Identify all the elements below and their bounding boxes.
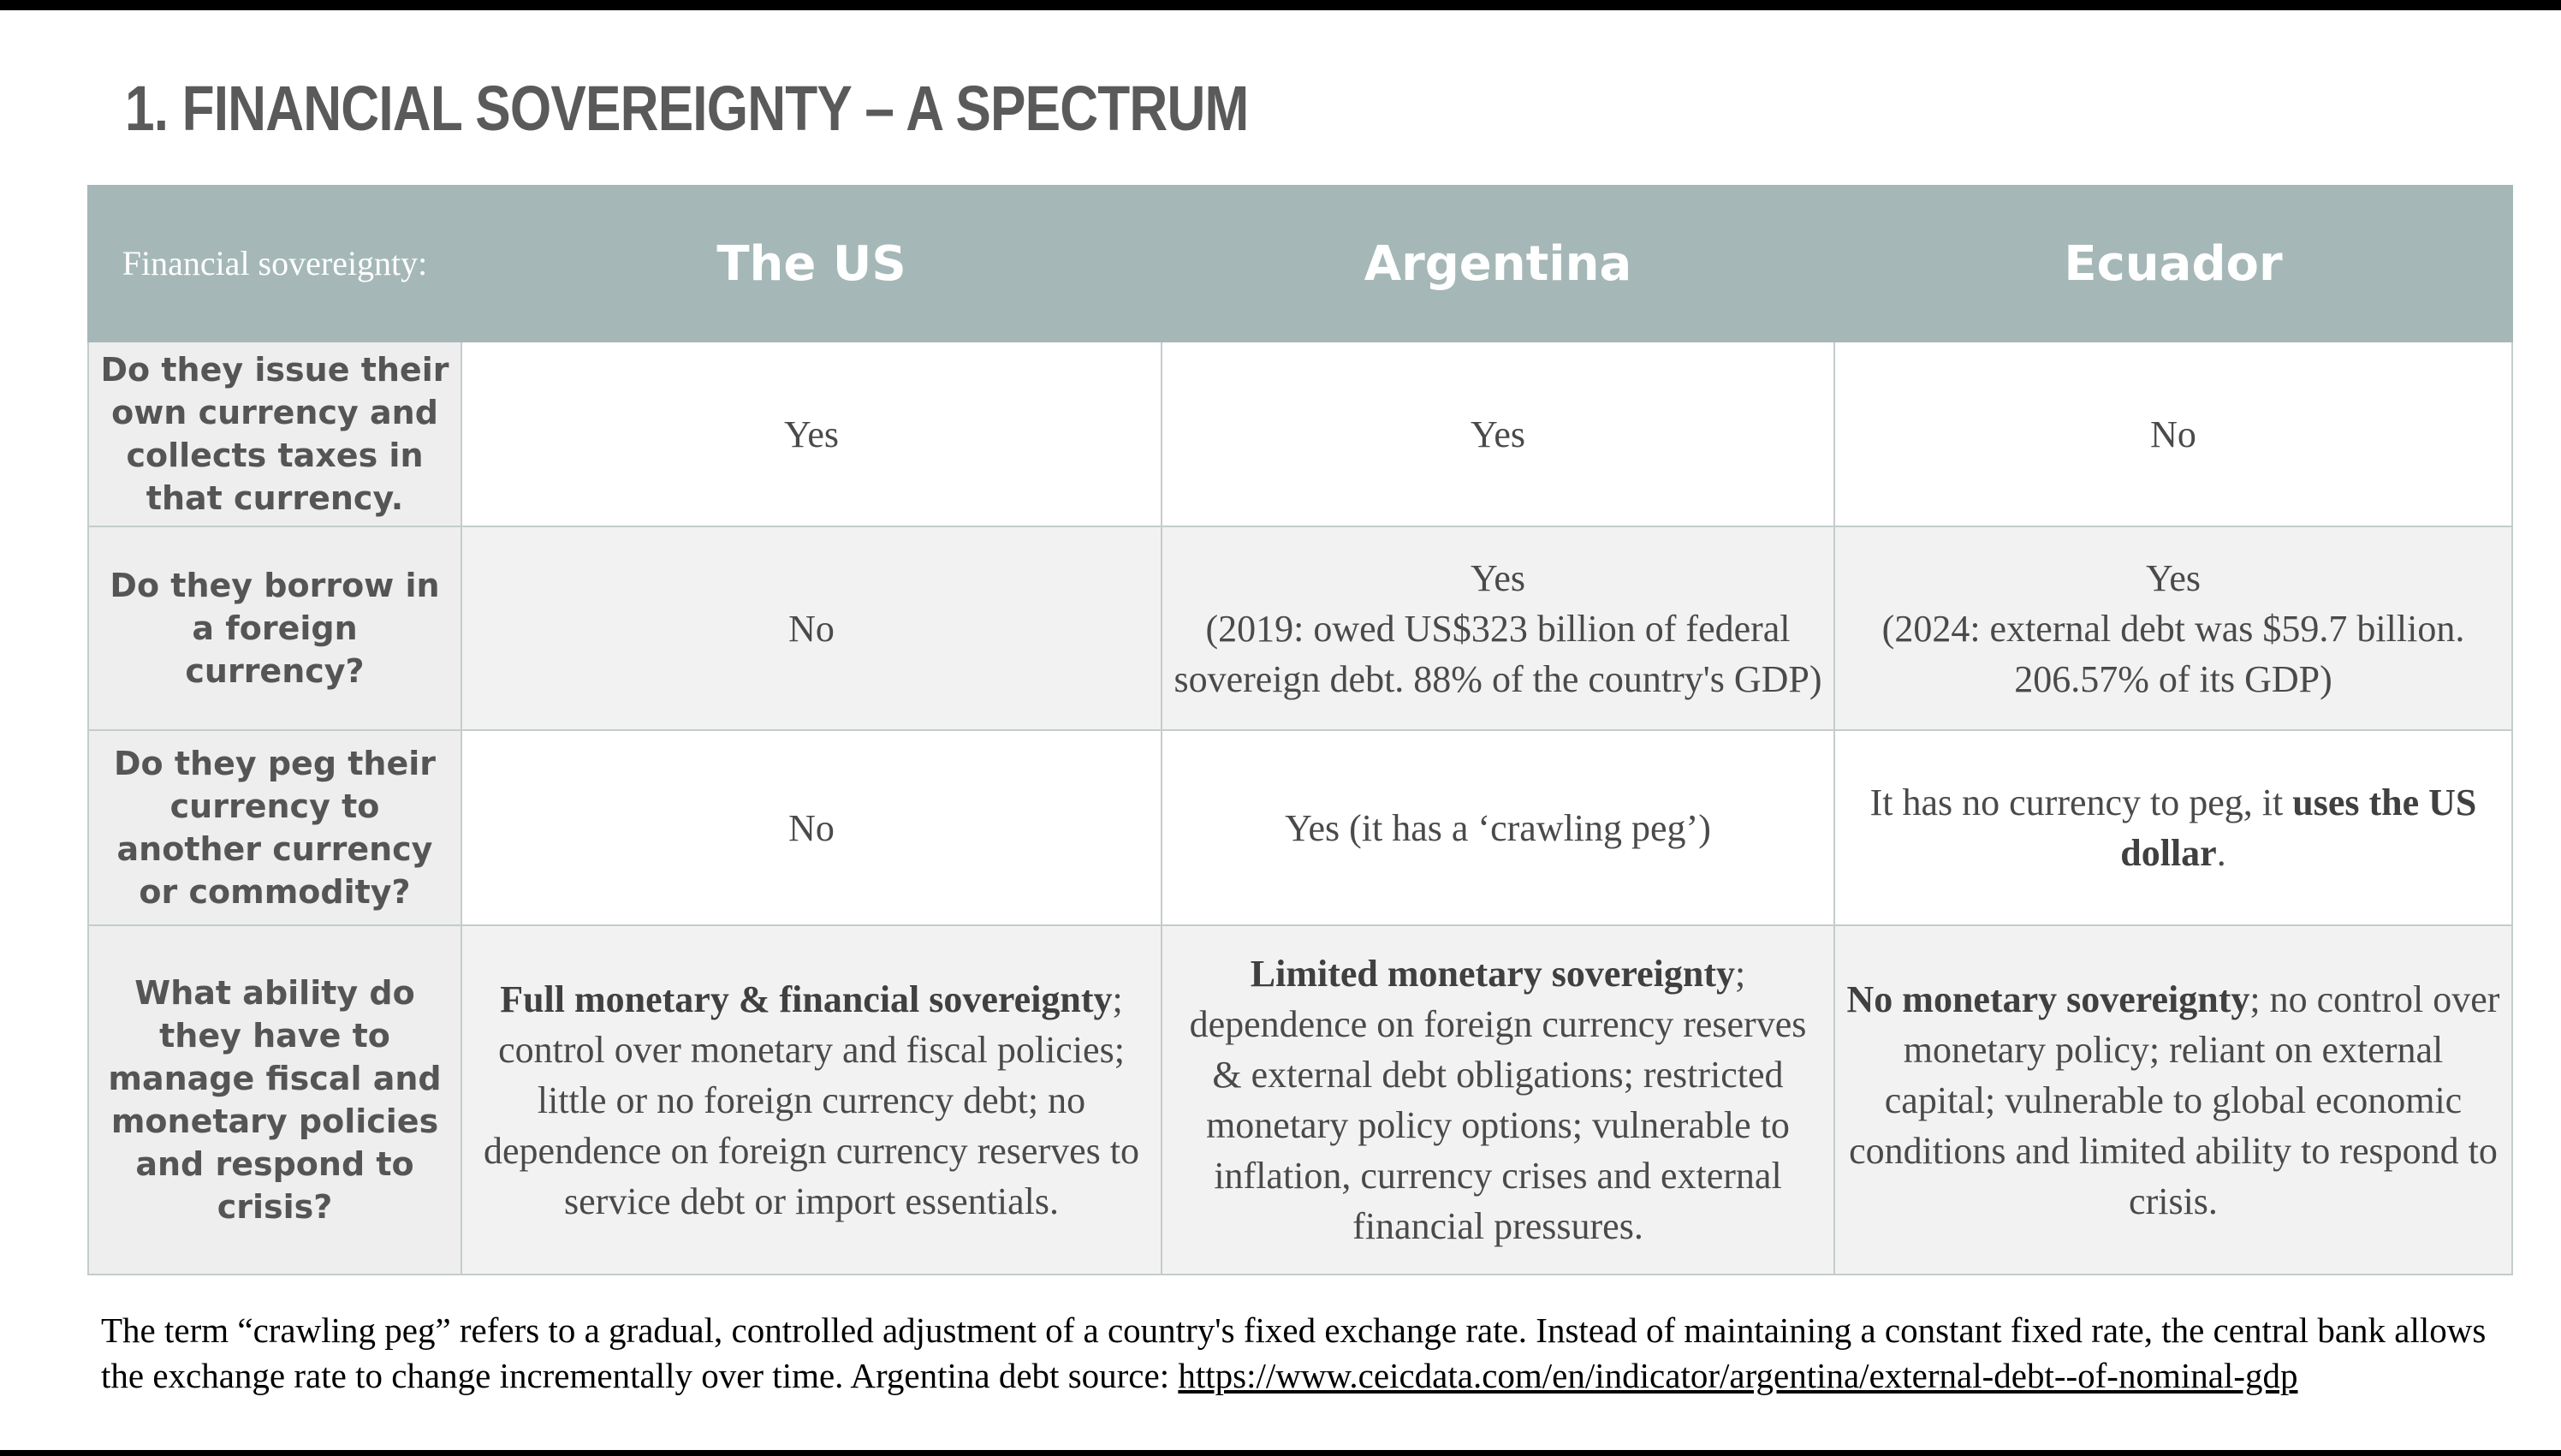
cell-argentina: Yes (2019: owed US$323 billion of federa… bbox=[1161, 526, 1835, 731]
cell-text: It has no currency to peg, it bbox=[1869, 781, 2293, 823]
source-link[interactable]: https://www.ceicdata.com/en/indicator/ar… bbox=[1178, 1356, 2298, 1395]
cell-us: No bbox=[461, 526, 1162, 731]
cell-us: Full monetary & financial sovereignty; c… bbox=[461, 924, 1162, 1275]
sovereignty-table: Financial sovereignty: The US Argentina … bbox=[87, 185, 2513, 1275]
row-question: Do they issue their own currency and col… bbox=[87, 341, 462, 527]
column-header-argentina: Argentina bbox=[1161, 185, 1835, 342]
row-question: Do they borrow in a foreign currency? bbox=[87, 526, 462, 731]
cell-bold-text: uses the US dollar bbox=[2120, 781, 2477, 874]
cell-ecuador: No bbox=[1833, 341, 2513, 527]
cell-ecuador: It has no currency to peg, it uses the U… bbox=[1833, 729, 2513, 926]
cell-ecuador: Yes (2024: external debt was $59.7 billi… bbox=[1833, 526, 2513, 731]
cell-us: No bbox=[461, 729, 1162, 926]
footnote: The term “crawling peg” refers to a grad… bbox=[101, 1308, 2489, 1399]
cell-bold-text: Full monetary & financial sovereignty bbox=[500, 978, 1113, 1020]
cell-text: ; control over monetary and fiscal polic… bbox=[484, 978, 1139, 1222]
cell-text: ; dependence on foreign currency reserve… bbox=[1189, 953, 1807, 1247]
column-header-ecuador: Ecuador bbox=[1833, 185, 2513, 342]
row-question: Do they peg their currency to another cu… bbox=[87, 729, 462, 926]
table-row: Do they borrow in a foreign currency? No… bbox=[87, 526, 2513, 731]
corner-label: Financial sovereignty: bbox=[87, 185, 462, 342]
cell-argentina: Limited monetary sovereignty; dependence… bbox=[1161, 924, 1835, 1275]
table-row: What ability do they have to manage fisc… bbox=[87, 924, 2513, 1275]
cell-text-end: . bbox=[2216, 832, 2226, 874]
cell-bold-text: No monetary sovereignty bbox=[1846, 978, 2250, 1020]
column-header-us: The US bbox=[461, 185, 1162, 342]
cell-ecuador: No monetary sovereignty; no control over… bbox=[1833, 924, 2513, 1275]
table-row: Do they peg their currency to another cu… bbox=[87, 729, 2513, 926]
footnote-text: The term “crawling peg” refers to a grad… bbox=[101, 1310, 2487, 1395]
cell-bold-text: Limited monetary sovereignty bbox=[1250, 953, 1735, 995]
row-question: What ability do they have to manage fisc… bbox=[87, 924, 462, 1275]
cell-text: ; no control over monetary policy; relia… bbox=[1849, 978, 2500, 1222]
cell-us: Yes bbox=[461, 341, 1162, 527]
bottom-border bbox=[0, 1450, 2561, 1456]
slide-title: 1. FINANCIAL SOVEREIGNTY – A SPECTRUM bbox=[125, 73, 1249, 144]
table-header-row: Financial sovereignty: The US Argentina … bbox=[87, 185, 2513, 342]
cell-argentina: Yes (it has a ‘crawling peg’) bbox=[1161, 729, 1835, 926]
cell-argentina: Yes bbox=[1161, 341, 1835, 527]
table-row: Do they issue their own currency and col… bbox=[87, 341, 2513, 527]
top-border bbox=[0, 0, 2561, 10]
